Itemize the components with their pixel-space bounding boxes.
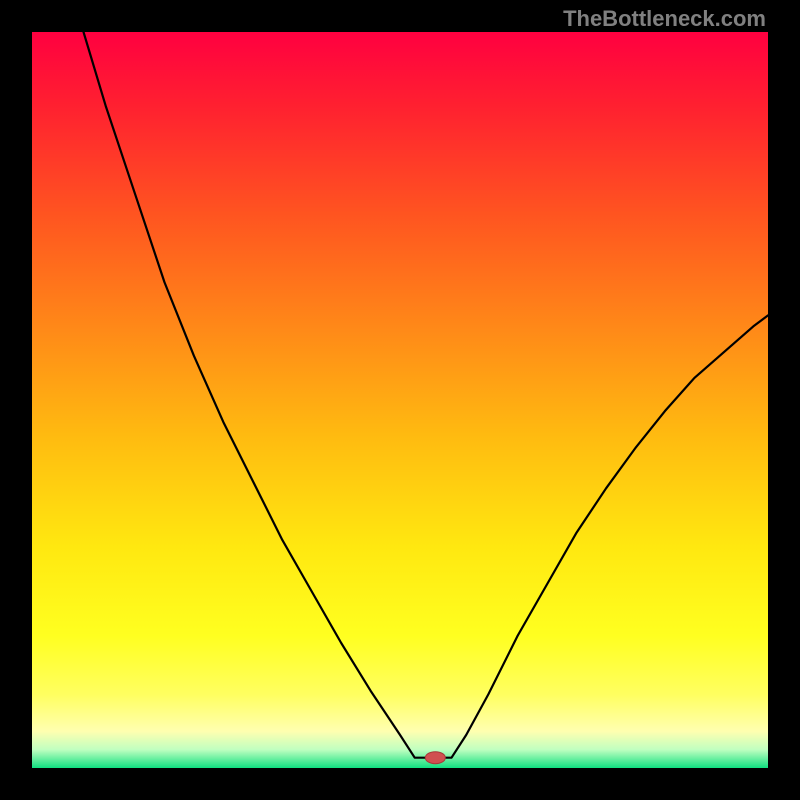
- optimal-marker: [425, 752, 445, 764]
- gradient-background: [32, 32, 768, 768]
- bottleneck-chart: [0, 0, 800, 800]
- watermark-text: TheBottleneck.com: [563, 6, 766, 32]
